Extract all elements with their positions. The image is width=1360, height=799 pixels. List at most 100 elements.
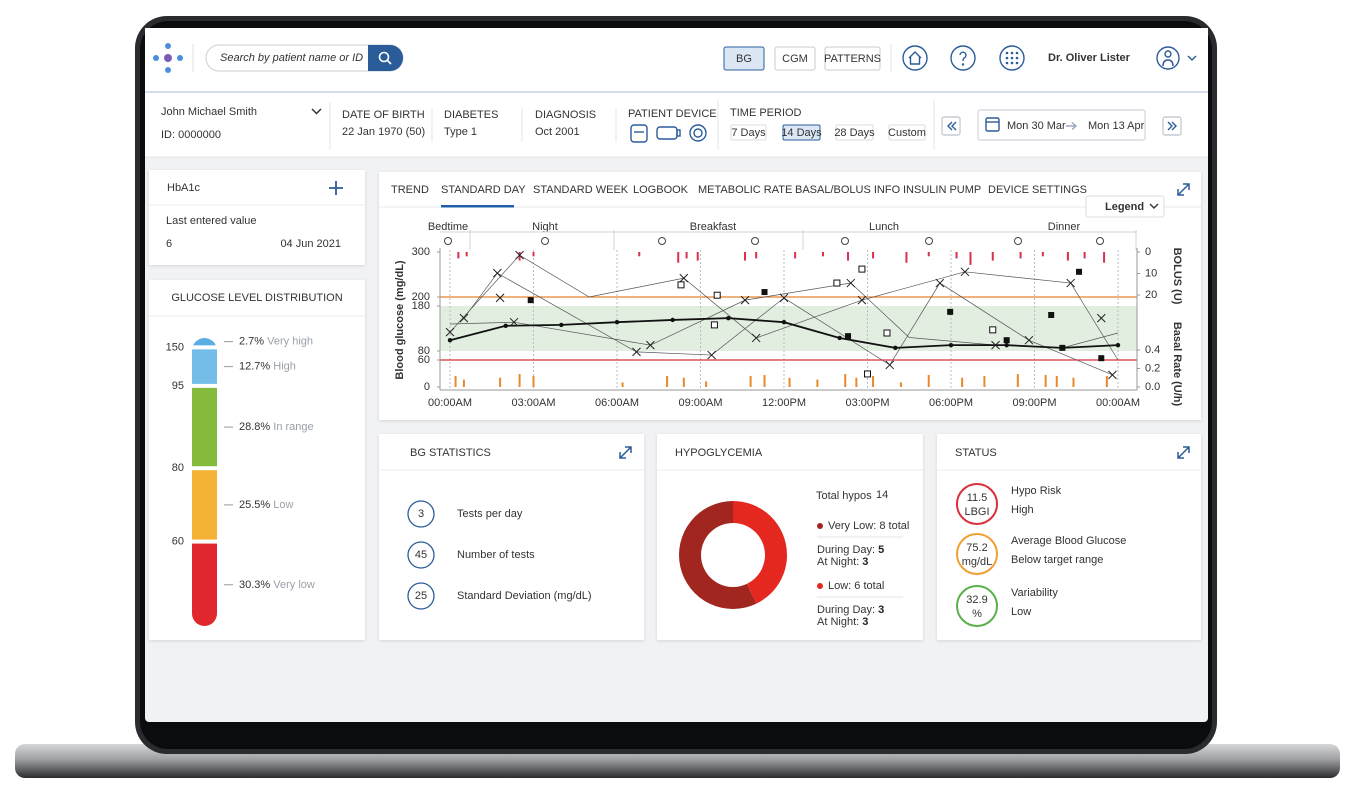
basal-bar [1044,374,1047,387]
apps-dot [1005,51,1009,55]
y-tick-label: 180 [412,300,430,312]
basal-bar [927,374,930,387]
prev-button[interactable] [941,116,961,136]
bolus-bar [1103,252,1106,263]
bolus-bar [1083,252,1086,259]
threshold-label: 150 [166,341,184,353]
bolus-bar [1041,252,1044,257]
apps-button[interactable] [999,45,1025,71]
expand-button[interactable] [1177,183,1190,196]
reading-cross [707,350,716,360]
nav-tab[interactable] [723,46,765,71]
nav-tab[interactable] [774,46,816,71]
chart-tab[interactable]: TREND [391,184,429,196]
status-text: Low [1011,606,1031,618]
chart-tab[interactable]: INSULIN PUMP [903,184,981,196]
mean-point [781,320,787,325]
chart-tab[interactable]: DEVICE SETTINGS [988,184,1087,196]
search-button[interactable] [368,45,403,71]
date-range-box[interactable] [977,109,1146,141]
status-unit: mg/dL [962,556,993,568]
bolus-bar [955,252,958,259]
basal-tick-label: 0.4 [1145,344,1160,356]
help-button[interactable] [950,45,976,71]
logo[interactable] [153,43,183,73]
detail-value: 3 [862,616,868,628]
legend-chevron [1149,203,1159,209]
help-icon-dot [961,63,965,66]
expand-button[interactable] [619,446,632,459]
chart-tab[interactable]: BASAL/BOLUS INFO [795,184,901,196]
bolus-bar [518,252,521,261]
prev-icon [947,121,957,131]
field-label: DATE OF BIRTH [342,109,425,121]
distribution-segment [192,470,217,540]
next-button[interactable] [1162,116,1182,136]
detail-label: At Night: [817,616,859,628]
stat-circle [407,582,435,610]
reading-square [761,289,768,296]
donut-segment [733,501,788,604]
status-circle [956,533,998,575]
device-icon [693,128,703,138]
card-title: HYPOGLYCEMIA [675,447,763,459]
basal-bar [844,374,847,387]
search-icon [386,59,392,65]
period-button[interactable] [730,124,767,141]
reading-cross [679,273,689,283]
basal-bar [749,375,752,387]
detail-value: 5 [878,544,884,556]
expand-button[interactable] [1177,446,1190,459]
reading-open-square [713,291,721,299]
reading-cross [1096,313,1106,323]
period-name: Bedtime [428,221,468,233]
date-arrow [1066,121,1078,131]
bolus-bar [821,252,824,257]
apps-dot [1005,56,1009,60]
period-button[interactable] [782,124,821,141]
chart-tab[interactable]: STANDARD WEEK [533,184,629,196]
add-hba1c-button[interactable] [329,181,343,195]
percent: 25.5% [239,499,270,511]
basal-bar [1016,374,1019,387]
reading-open-square [677,281,685,289]
reading-cross [495,293,505,303]
patient-chevron[interactable] [311,108,322,115]
y-tick-label: 80 [418,345,430,357]
period-button[interactable] [888,124,926,141]
x-tick-label: 09:00AM [678,397,722,409]
legend-label: Very Low: 8 total [828,520,909,532]
chart-tab[interactable]: METABOLIC RATE [698,184,792,196]
patient-name: John Michael Smith [161,106,257,118]
reading-cross [1108,370,1117,380]
period-icon [1096,237,1104,245]
legend-button[interactable] [1085,195,1165,218]
apps-dot [1015,51,1019,55]
bolus-bar [991,252,994,261]
chart-tab[interactable]: LOGBOOK [633,184,689,196]
avatar[interactable] [1156,46,1180,70]
chart-tab[interactable]: STANDARD DAY [441,184,526,196]
device-icon [676,129,681,137]
basal-bar [705,381,708,387]
x-tick-label: 06:00AM [595,397,639,409]
nav-tab-label: PATTERNS [824,53,881,65]
reading-square [1059,344,1066,351]
reading-cross [751,333,761,343]
reading-open-square [883,329,891,337]
x-tick-label: 06:00PM [929,397,973,409]
bolus-bar [677,252,680,263]
legend-dot [817,523,823,529]
nav-tab[interactable] [824,46,881,71]
detail-label: During Day: [817,544,875,556]
home-button[interactable] [902,45,928,71]
status-circle [956,483,998,525]
period-button[interactable] [835,124,874,141]
date-from: Mon 30 Mar [1007,120,1066,132]
home-icon [908,51,922,65]
period-name: Dinner [1048,221,1081,233]
user-menu-chevron[interactable] [1187,55,1197,61]
bolus-bar [696,252,699,261]
y-tick-label: 200 [412,291,430,303]
